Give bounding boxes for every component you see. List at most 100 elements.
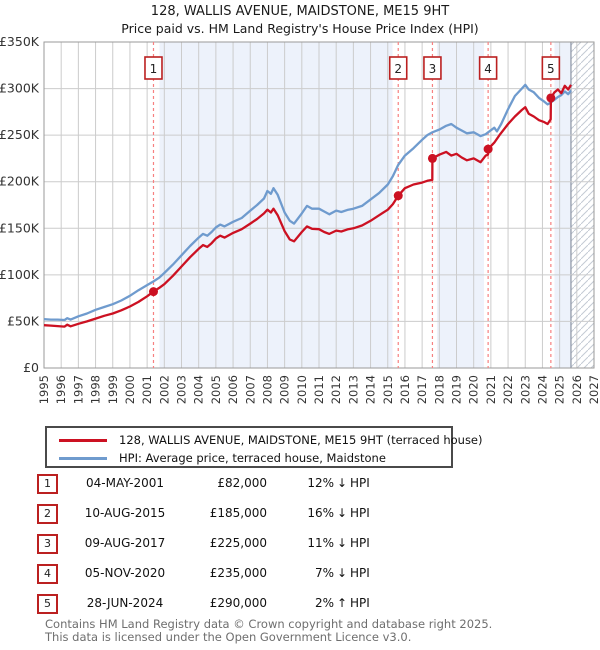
sale-price: £235,000: [209, 566, 267, 580]
legend-label: HPI: Average price, terraced house, Maid…: [119, 451, 386, 465]
x-axis-label: 2018: [432, 375, 446, 404]
sale-marker-box: [423, 56, 442, 80]
price-history-chart: 1 2 3 4 5 £0 £50K £100K £150K £200K £250K £300K £350…: [0, 34, 600, 404]
x-axis-label: 2001: [140, 375, 154, 404]
sale-date: 05-NOV-2020: [84, 566, 166, 580]
y-axis-label: £200K: [0, 174, 40, 189]
sale-hpi-comparison: 16% ↓ HPI: [298, 506, 388, 520]
x-axis-label: 2004: [192, 375, 206, 404]
sale-number-badge: 5: [37, 594, 58, 614]
legend-item-price-paid: 128, WALLIS AVENUE, MAIDSTONE, ME15 9HT …: [47, 431, 483, 449]
license-footer: Contains HM Land Registry data © Crown c…: [45, 618, 492, 644]
x-axis-label: 2021: [484, 375, 498, 404]
svg-text:1: 1: [150, 62, 158, 76]
x-axis-label: 1996: [54, 375, 68, 404]
sale-point: [483, 144, 493, 154]
pct-value: 7%: [314, 566, 334, 580]
x-axis-label: 2020: [467, 375, 481, 404]
price-paid-line-swatch: [59, 438, 107, 442]
page-subtitle: Price paid vs. HM Land Registry's House …: [121, 21, 479, 36]
table-row: 2 10-AUG-2015 £185,000 16% ↓ HPI: [0, 504, 600, 524]
x-axis-label: 2024: [535, 375, 549, 404]
pct-value: 12%: [307, 476, 334, 490]
x-axis-label: 2002: [157, 375, 171, 404]
sale-date: 09-AUG-2017: [84, 536, 166, 550]
sale-point: [393, 191, 403, 201]
x-axis-label: 2027: [587, 375, 600, 404]
x-axis-label: 2012: [329, 375, 343, 404]
svg-text:3: 3: [429, 62, 437, 76]
hpi-ref: HPI: [350, 566, 370, 580]
x-axis-label: 2000: [123, 375, 137, 404]
sale-number-badge: 4: [37, 564, 58, 584]
sale-hpi-comparison: 7% ↓ HPI: [298, 566, 388, 580]
x-axis-label: 2013: [346, 375, 360, 404]
x-axis-label: 2008: [260, 375, 274, 404]
arrow-icon: ↓: [336, 566, 348, 580]
x-axis-label: 2006: [226, 375, 240, 404]
x-axis-label: 2005: [209, 375, 223, 404]
footer-line: This data is licensed under the Open Gov…: [45, 630, 412, 644]
sale-price: £290,000: [209, 596, 267, 610]
x-axis-label: 1995: [37, 375, 51, 404]
y-axis-label: £350K: [0, 34, 40, 49]
sale-marker-box: [478, 56, 498, 80]
x-axis-label: 2025: [553, 375, 567, 404]
chart-legend: 128, WALLIS AVENUE, MAIDSTONE, ME15 9HT …: [45, 426, 483, 468]
sale-marker-box: [388, 56, 408, 80]
sale-price: £82,000: [217, 476, 267, 490]
x-axis-label: 1997: [71, 375, 85, 404]
table-row: 5 28-JUN-2024 £290,000 2% ↑ HPI: [0, 594, 600, 614]
sale-price: £225,000: [209, 536, 267, 550]
svg-text:5: 5: [547, 62, 555, 76]
x-axis-label: 2022: [501, 375, 515, 404]
x-axis-label: 1999: [106, 375, 120, 404]
hpi-ref: HPI: [350, 506, 370, 520]
x-axis-label: 2009: [278, 375, 292, 404]
sale-date: 10-AUG-2015: [84, 506, 166, 520]
hpi-ref: HPI: [350, 536, 370, 550]
x-axis-label: 1998: [89, 375, 103, 404]
sale-point: [148, 287, 158, 297]
sale-price: £185,000: [209, 506, 267, 520]
arrow-icon: ↓: [336, 536, 348, 550]
sale-point: [546, 93, 556, 103]
x-axis-label: 2026: [570, 375, 584, 404]
sale-number-badge: 2: [37, 504, 58, 524]
legend-label: 128, WALLIS AVENUE, MAIDSTONE, ME15 9HT …: [119, 433, 483, 447]
y-axis-label: £150K: [0, 220, 40, 235]
legend-item-hpi: HPI: Average price, terraced house, Maid…: [47, 449, 386, 467]
x-axis-label: 2023: [518, 375, 532, 404]
sale-hpi-comparison: 11% ↓ HPI: [298, 536, 388, 550]
hpi-line: [43, 83, 572, 322]
sale-date: 04-MAY-2001: [85, 476, 164, 490]
hpi-line-swatch: [59, 456, 107, 460]
hpi-ref: HPI: [350, 476, 370, 490]
sale-marker-box: [541, 56, 561, 80]
x-axis-label: 2015: [381, 375, 395, 404]
x-axis-label: 2010: [295, 375, 309, 404]
svg-text:2: 2: [394, 62, 402, 76]
x-axis-label: 2016: [398, 375, 412, 404]
page-title: 128, WALLIS AVENUE, MAIDSTONE, ME15 9HT: [150, 4, 450, 19]
pct-value: 11%: [307, 536, 334, 550]
arrow-icon: ↓: [336, 476, 348, 490]
x-axis-label: 2017: [415, 375, 429, 404]
x-axis-label: 2019: [450, 375, 464, 404]
y-axis-label: £0: [23, 360, 39, 375]
x-axis-label: 2011: [312, 375, 326, 404]
sale-hpi-comparison: 12% ↓ HPI: [298, 476, 388, 490]
sale-hpi-comparison: 2% ↑ HPI: [298, 596, 388, 610]
ownership-band: [159, 42, 393, 368]
sale-number-badge: 1: [37, 474, 58, 494]
table-row: 3 09-AUG-2017 £225,000 11% ↓ HPI: [0, 534, 600, 554]
pct-value: 16%: [307, 506, 334, 520]
arrow-icon: ↓: [336, 506, 348, 520]
pct-value: 2%: [314, 596, 334, 610]
hpi-ref: HPI: [350, 596, 370, 610]
table-row: 4 05-NOV-2020 £235,000 7% ↓ HPI: [0, 564, 600, 584]
sale-number-badge: 3: [37, 534, 58, 554]
sale-point: [427, 153, 437, 163]
y-axis-label: £100K: [0, 267, 40, 282]
